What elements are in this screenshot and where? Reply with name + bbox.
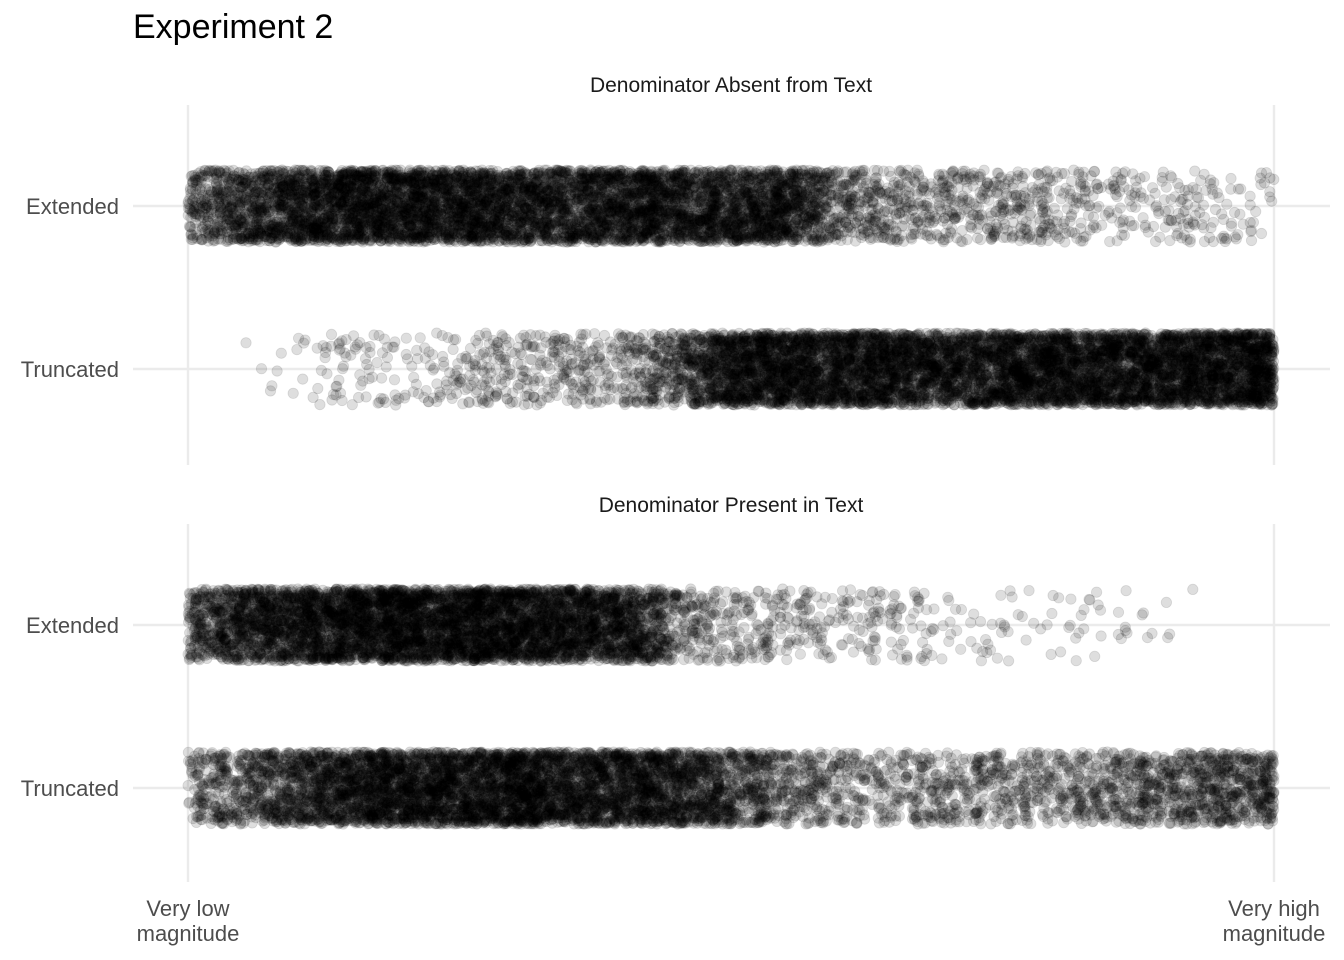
data-point xyxy=(1256,179,1266,189)
data-point xyxy=(1229,207,1239,217)
data-point xyxy=(1236,184,1246,194)
data-point xyxy=(1245,200,1255,210)
data-point xyxy=(1138,213,1148,223)
data-point xyxy=(1105,236,1115,246)
data-point xyxy=(1190,166,1200,176)
data-point xyxy=(1167,172,1177,182)
